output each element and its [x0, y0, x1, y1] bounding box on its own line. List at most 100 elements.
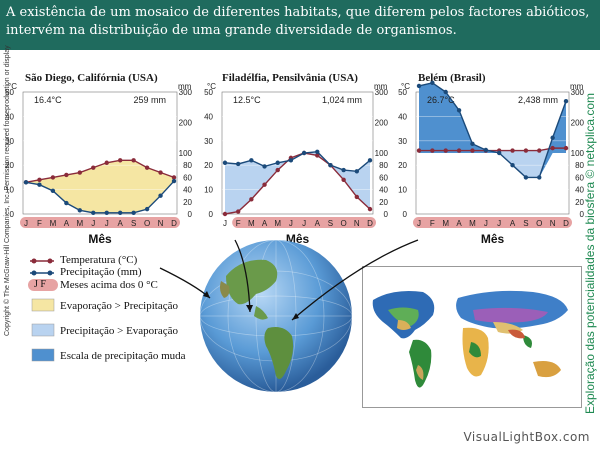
precip-fill-1 [225, 153, 370, 214]
month-tick: M [248, 219, 255, 228]
temperature-point [301, 150, 307, 156]
precip-tick: 40 [183, 186, 192, 195]
legend-months: Meses acima dos 0 °C [60, 279, 158, 291]
precip-tick: 20 [183, 198, 192, 207]
temperature-point [235, 209, 241, 214]
months-above-zero-band [413, 217, 572, 228]
precipitation-point [443, 89, 448, 95]
month-tick: F [430, 219, 435, 228]
temperature-point [341, 177, 346, 183]
temperature-point [171, 175, 177, 180]
temp-tick: 40 [398, 112, 407, 121]
temperature-point [275, 167, 280, 173]
precip-tick: 80 [379, 161, 388, 170]
precipitation-point [235, 161, 241, 167]
temperature-point [456, 148, 462, 153]
month-tick: A [64, 219, 70, 228]
month-tick: N [550, 219, 556, 228]
precipitation-point [275, 160, 280, 165]
mean-temperature: 12.5°C [233, 95, 261, 105]
temperature-point [37, 177, 42, 183]
temperature-line [25, 159, 175, 183]
month-tick: N [158, 219, 164, 228]
precipitation-point [301, 150, 307, 156]
temperature-point [416, 148, 422, 153]
month-tick: A [118, 219, 124, 228]
precipitation-line [25, 180, 175, 214]
temperature-line [419, 147, 566, 152]
temperature-point [510, 148, 515, 153]
annual-precipitation: 1,024 mm [322, 95, 362, 105]
month-tick: F [236, 219, 241, 228]
precip-tick: 60 [379, 173, 388, 182]
temperature-point [328, 163, 333, 168]
annual-precipitation: 2,438 mm [518, 95, 558, 105]
precipitation-point [50, 188, 56, 194]
precip-tick: 100 [375, 149, 389, 158]
month-tick: A [510, 219, 516, 228]
temp-tick: 20 [398, 161, 407, 170]
month-tick: O [144, 219, 150, 228]
precipitation-point [171, 178, 177, 184]
mean-temperature: 26.7°C [427, 95, 455, 105]
header-banner: A existência de um mosaico de diferentes… [0, 0, 600, 50]
month-tick: J [223, 219, 227, 228]
precip-unit: mm [570, 82, 584, 91]
month-tick: J [417, 219, 421, 228]
temp-unit: °C [401, 82, 410, 91]
precipitation-point [537, 175, 542, 180]
month-tick: J [24, 219, 28, 228]
precipitation-point [249, 158, 254, 163]
temp-tick: 20 [204, 161, 213, 170]
precip-tick: 100 [179, 149, 193, 158]
precip-tick: 80 [183, 161, 192, 170]
temperature-point [131, 158, 136, 163]
temperature-point [23, 180, 29, 185]
month-tick: M [50, 219, 57, 228]
legend-evaporation: Evaporação > Precipitação [60, 300, 178, 312]
month-tick: A [315, 219, 321, 228]
precipitation-point [510, 163, 515, 168]
precip-tick: 300 [179, 88, 193, 97]
precipitation-point [523, 175, 529, 180]
precipitation-point [91, 210, 96, 215]
temperature-point [430, 148, 435, 153]
copyright-credit: Copyright © The McGraw-Hill Companies, I… [4, 45, 11, 336]
month-tick: J [105, 219, 109, 228]
month-tick: D [367, 219, 373, 228]
month-tick: A [262, 219, 268, 228]
temperature-point [77, 170, 83, 175]
precipitation-point [222, 160, 228, 165]
temp-tick: 40 [204, 112, 213, 121]
month-tick: D [563, 219, 569, 228]
temperature-point [222, 211, 228, 217]
month-tick: A [456, 219, 462, 228]
precipitation-point [64, 200, 69, 206]
temp-tick: 10 [398, 186, 407, 195]
temperature-point [563, 145, 569, 151]
precipitation-point [262, 164, 267, 169]
precipitation-point [131, 210, 136, 215]
netxplica-credit: Exploração das potencialidades da biosfe… [583, 92, 597, 414]
temperature-point [483, 148, 489, 153]
precip-fill-2 [419, 148, 566, 178]
temperature-point [262, 182, 267, 187]
month-tick: J [302, 219, 306, 228]
temp-tick: 30 [398, 137, 407, 146]
months-above-zero-band [20, 217, 180, 228]
precip-tick: 0 [188, 210, 193, 219]
x-axis-title: Mês [481, 232, 505, 246]
precipitation-line [418, 82, 567, 179]
evap-fill-0 [26, 160, 174, 213]
temperature-point [158, 170, 163, 175]
month-tick: J [91, 219, 95, 228]
precipitation-point [37, 182, 42, 187]
month-tick: F [37, 219, 42, 228]
precip-tick: 0 [384, 210, 389, 219]
temperature-point [443, 148, 448, 153]
precipitation-point [117, 210, 123, 215]
legend-swatches [28, 258, 58, 362]
precip-tick: 60 [183, 173, 192, 182]
month-tick: J [484, 219, 488, 228]
precipitation-point [158, 193, 163, 198]
